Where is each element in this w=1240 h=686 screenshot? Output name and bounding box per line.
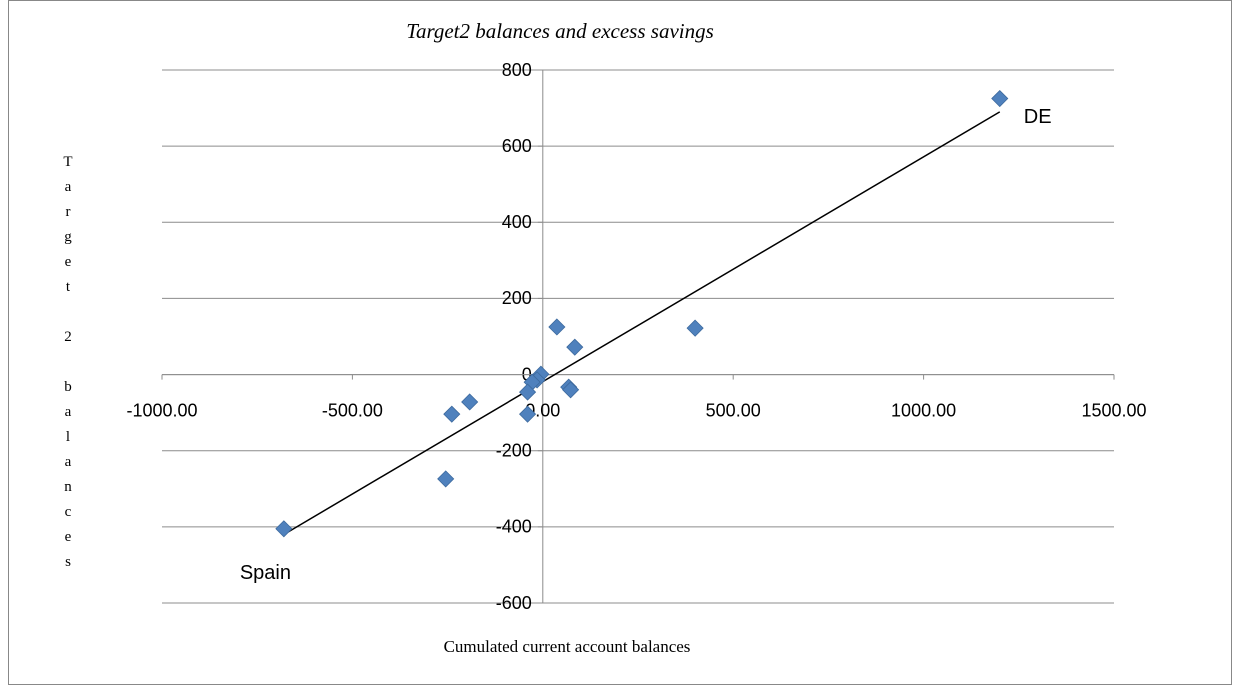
chart-title: Target2 balances and excess savings <box>406 19 714 43</box>
y-tick-label: -200 <box>496 440 532 460</box>
x-tick-label: 1000.00 <box>891 400 956 420</box>
data-point <box>562 381 580 399</box>
data-point <box>519 383 537 401</box>
x-tick-label: 1500.00 <box>1081 400 1146 420</box>
x-tick-label: -1000.00 <box>126 400 197 420</box>
y-tick-label: 400 <box>502 212 532 232</box>
x-tick-label: -500.00 <box>322 400 383 420</box>
data-point <box>991 89 1009 108</box>
data-point <box>519 405 537 423</box>
y-tick-label: 600 <box>502 136 532 156</box>
y-axis-label: Target 2 balances <box>60 154 76 579</box>
data-point <box>686 319 704 337</box>
chart-frame <box>8 0 1232 685</box>
annotation: DE <box>1024 106 1052 128</box>
data-point <box>275 520 293 538</box>
data-point <box>548 318 566 336</box>
y-tick-label: -600 <box>496 593 532 613</box>
data-point <box>461 393 479 411</box>
annotation: Spain <box>240 562 291 584</box>
y-tick-label: 200 <box>502 288 532 308</box>
x-tick-label: 500.00 <box>706 400 761 420</box>
data-point <box>566 338 584 356</box>
y-tick-label: 800 <box>502 60 532 80</box>
trendline <box>283 111 1001 536</box>
data-point <box>443 405 461 423</box>
data-point <box>437 470 455 488</box>
y-tick-label: -400 <box>496 517 532 537</box>
x-axis-label: Cumulated current account balances <box>444 637 691 656</box>
